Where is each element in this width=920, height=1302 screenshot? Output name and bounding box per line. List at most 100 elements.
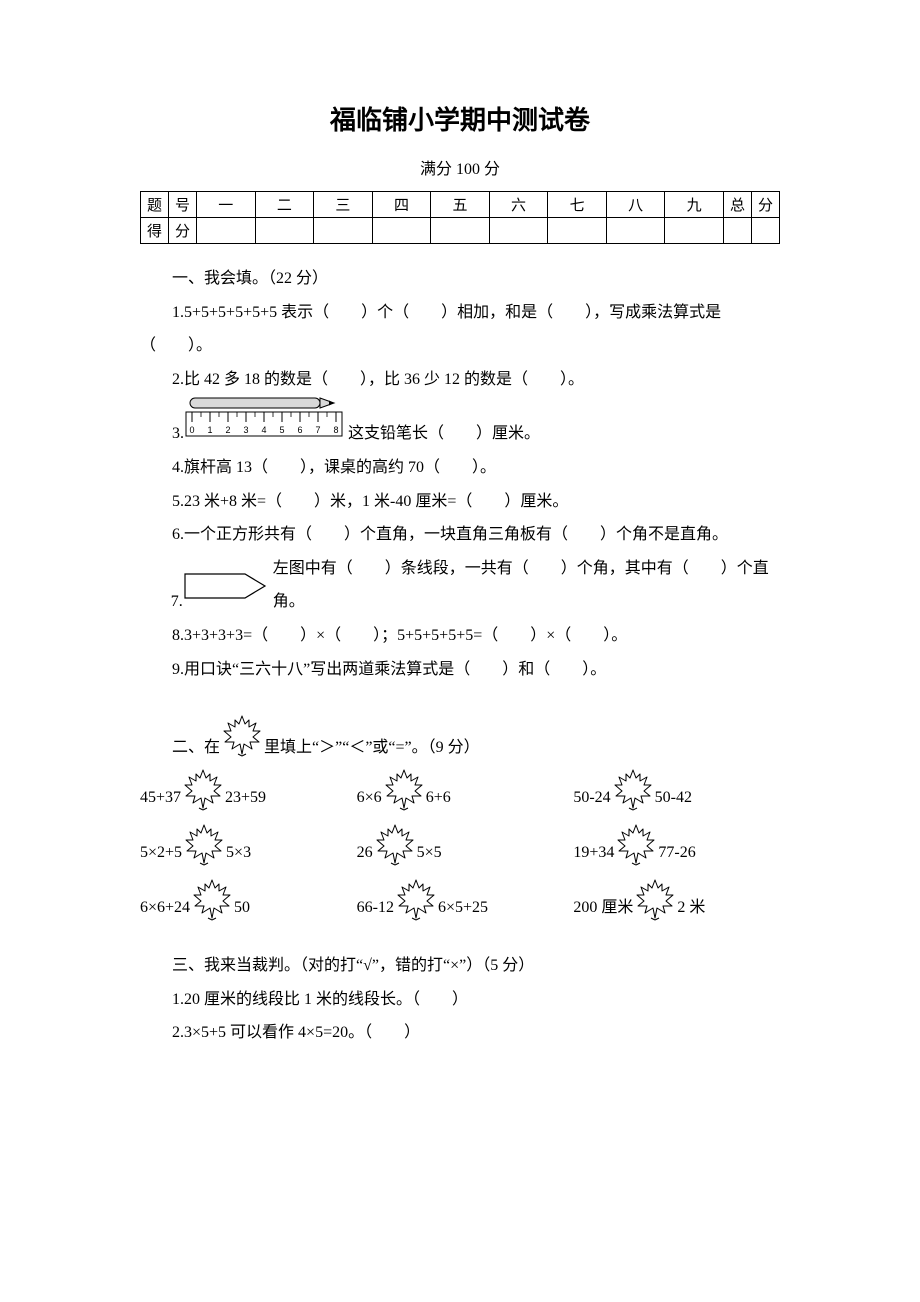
comparison-item: 19+34 77-26 <box>573 823 780 866</box>
cmp-left: 26 <box>357 843 373 866</box>
svg-text:2: 2 <box>225 425 230 435</box>
hdr-cell: 四 <box>372 192 431 218</box>
hdr-cell: 三 <box>314 192 373 218</box>
q6: 6.一个正方形共有（ ）个直角，一块直角三角板有（ ）个角不是直角。 <box>140 518 780 552</box>
leaf-icon <box>633 878 677 921</box>
hdr-cell: 九 <box>665 192 724 218</box>
hdr-cell: 八 <box>606 192 665 218</box>
score-cell <box>255 218 314 244</box>
hdr-cell: 七 <box>548 192 607 218</box>
svg-text:3: 3 <box>243 425 248 435</box>
leaf-icon <box>181 768 225 811</box>
q7: 7. 左图中有（ ）条线段，一共有（ ）个角，其中有（ ）个直角。 <box>140 552 780 619</box>
hdr-cell: 总 <box>723 192 751 218</box>
q7-number: 7. <box>171 585 183 619</box>
q4: 4.旗杆高 13（ ），课桌的高约 70（ ）。 <box>140 451 780 485</box>
sec2-heading: 二、在 里填上“＞”“＜”或“=”。（9 分） <box>140 714 780 759</box>
score-cell: 得 <box>141 218 169 244</box>
q3-number: 3. <box>172 417 184 451</box>
comparison-item: 66-12 6×5+25 <box>357 878 564 921</box>
pentagon-icon <box>183 572 267 613</box>
svg-text:6: 6 <box>297 425 302 435</box>
svg-text:5: 5 <box>279 425 284 435</box>
score-cell <box>751 218 779 244</box>
table-row: 得 分 <box>141 218 780 244</box>
leaf-icon <box>614 823 658 866</box>
sec2-head-a: 二、在 <box>172 737 220 759</box>
hdr-cell: 六 <box>489 192 548 218</box>
exam-page: 福临铺小学期中测试卷 满分 100 分 题 号 一 二 三 四 五 六 七 八 … <box>0 0 920 1302</box>
ruler-icon: 0 1 2 3 4 5 6 7 8 <box>184 396 344 451</box>
section-2: 二、在 里填上“＞”“＜”或“=”。（9 分） 45+37 23+59 6×6 6+6… <box>140 714 780 921</box>
score-cell <box>197 218 256 244</box>
hdr-cell: 分 <box>751 192 779 218</box>
cmp-right: 5×5 <box>417 843 442 866</box>
page-title: 福临铺小学期中测试卷 <box>140 100 780 137</box>
cmp-right: 6×5+25 <box>438 898 488 921</box>
comparison-item: 50-24 50-42 <box>573 768 780 811</box>
cmp-right: 50 <box>234 898 250 921</box>
cmp-left: 6×6 <box>357 788 382 811</box>
cmp-left: 66-12 <box>357 898 394 921</box>
cmp-left: 200 厘米 <box>573 898 633 921</box>
hdr-cell: 号 <box>169 192 197 218</box>
sec3-heading: 三、我来当裁判。（对的打“√”，错的打“×”）（5 分） <box>140 949 780 983</box>
sec3-q1: 1.20 厘米的线段比 1 米的线段长。（ ） <box>140 983 780 1017</box>
q3: 3. 0 1 2 3 4 5 6 7 8 这支铅笔长（ ）厘米。 <box>140 396 780 451</box>
section-3: 三、我来当裁判。（对的打“√”，错的打“×”）（5 分） 1.20 厘米的线段比… <box>140 949 780 1050</box>
hdr-cell: 一 <box>197 192 256 218</box>
cmp-right: 77-26 <box>658 843 695 866</box>
sec2-head-b: 里填上“＞”“＜”或“=”。（9 分） <box>264 737 480 759</box>
q9: 9.用口诀“三六十八”写出两道乘法算式是（ ）和（ ）。 <box>140 653 780 687</box>
sec1-heading: 一、我会填。（22 分） <box>140 262 780 296</box>
q2: 2.比 42 多 18 的数是（ ），比 36 少 12 的数是（ ）。 <box>140 363 780 397</box>
leaf-icon <box>220 714 264 759</box>
q3-tail: 这支铅笔长（ ）厘米。 <box>348 417 540 451</box>
score-cell <box>372 218 431 244</box>
cmp-right: 6+6 <box>426 788 451 811</box>
cmp-left: 19+34 <box>573 843 614 866</box>
score-table: 题 号 一 二 三 四 五 六 七 八 九 总 分 得 分 <box>140 191 780 244</box>
comparison-item: 6×6+24 50 <box>140 878 347 921</box>
svg-text:1: 1 <box>207 425 212 435</box>
leaf-icon <box>611 768 655 811</box>
svg-text:0: 0 <box>189 425 194 435</box>
score-cell <box>665 218 724 244</box>
hdr-cell: 二 <box>255 192 314 218</box>
cmp-left: 45+37 <box>140 788 181 811</box>
score-cell <box>314 218 373 244</box>
score-cell: 分 <box>169 218 197 244</box>
hdr-cell: 五 <box>431 192 490 218</box>
hdr-cell: 题 <box>141 192 169 218</box>
comparison-item: 6×6 6+6 <box>357 768 564 811</box>
svg-text:7: 7 <box>315 425 320 435</box>
comparison-item: 200 厘米 2 米 <box>573 878 780 921</box>
q8: 8.3+3+3+3=（ ）×（ ）；5+5+5+5+5=（ ）×（ ）。 <box>140 619 780 653</box>
leaf-icon <box>182 823 226 866</box>
cmp-right: 23+59 <box>225 788 266 811</box>
score-cell <box>606 218 665 244</box>
leaf-icon <box>382 768 426 811</box>
leaf-icon <box>190 878 234 921</box>
q1: 1.5+5+5+5+5+5 表示（ ）个（ ）相加，和是（ ），写成乘法算式是（… <box>140 296 780 363</box>
comparison-item: 5×2+55×3 <box>140 823 347 866</box>
cmp-right: 2 米 <box>677 898 705 921</box>
cmp-left: 50-24 <box>573 788 610 811</box>
comparison-item: 45+37 23+59 <box>140 768 347 811</box>
cmp-left: 6×6+24 <box>140 898 190 921</box>
sec3-q2: 2.3×5+5 可以看作 4×5=20。（ ） <box>140 1016 780 1050</box>
section-1: 一、我会填。（22 分） 1.5+5+5+5+5+5 表示（ ）个（ ）相加，和… <box>140 262 780 686</box>
page-subtitle: 满分 100 分 <box>140 155 780 179</box>
svg-text:8: 8 <box>333 425 338 435</box>
leaf-icon <box>394 878 438 921</box>
score-cell <box>548 218 607 244</box>
comparison-item: 26 5×5 <box>357 823 564 866</box>
score-cell <box>431 218 490 244</box>
cmp-right: 5×3 <box>226 843 251 866</box>
comparison-grid: 45+37 23+59 6×6 6+6 50-24 50-42 5×2+55×3 26 5×5 1… <box>140 768 780 922</box>
leaf-icon <box>373 823 417 866</box>
score-cell <box>723 218 751 244</box>
svg-text:4: 4 <box>261 425 266 435</box>
cmp-right: 50-42 <box>655 788 692 811</box>
q7-tail: 左图中有（ ）条线段，一共有（ ）个角，其中有（ ）个直角。 <box>273 552 780 619</box>
